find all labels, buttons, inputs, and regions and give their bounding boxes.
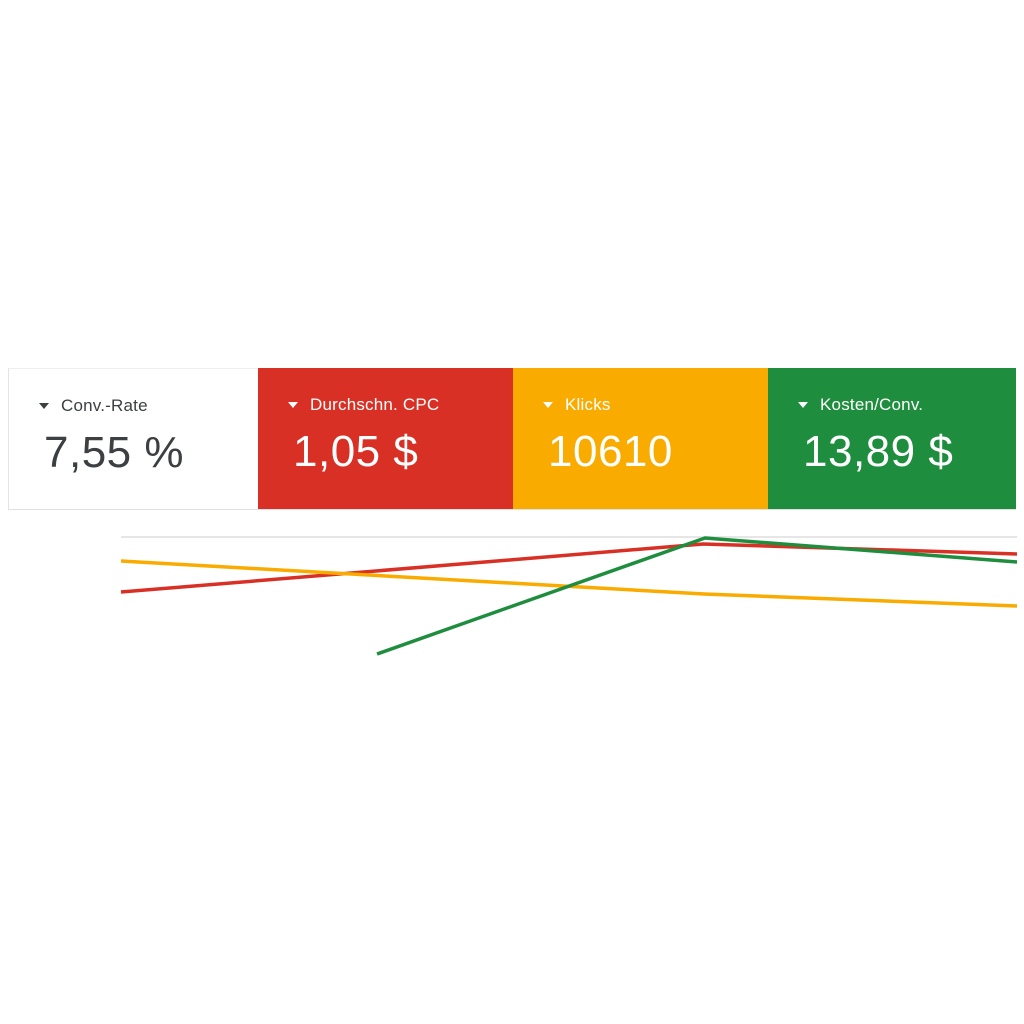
scorecard-value: 13,89 $: [803, 427, 954, 476]
chart-line-kosten-conv-: [376, 536, 1018, 656]
chart-line-durchschn-cpc: [120, 542, 1018, 594]
scorecard-label: Durchschn. CPC: [310, 395, 440, 414]
chart-line-klicks: [120, 559, 1018, 608]
scorecard-header: Conv.-Rate: [39, 396, 258, 416]
scorecard-value: 1,05 $: [293, 427, 419, 476]
scorecard-durchschn-cpc[interactable]: Durchschn. CPC 1,05 $: [258, 368, 513, 509]
scorecard-kosten-conv[interactable]: Kosten/Conv. 13,89 $: [768, 368, 1016, 509]
dropdown-arrow-icon: [39, 403, 49, 409]
scorecard-header: Durchschn. CPC: [288, 395, 513, 415]
scorecards-row: Conv.-Rate 7,55 % Durchschn. CPC 1,05 $ …: [8, 368, 1016, 509]
dropdown-arrow-icon: [798, 402, 808, 408]
dropdown-arrow-icon: [288, 402, 298, 408]
scorecard-label: Conv.-Rate: [61, 396, 148, 415]
scorecard-header: Klicks: [543, 395, 768, 415]
scorecard-conv-rate[interactable]: Conv.-Rate 7,55 %: [8, 368, 258, 509]
scorecard-klicks[interactable]: Klicks 10610: [513, 368, 768, 509]
scorecard-value: 10610: [548, 427, 673, 476]
dropdown-arrow-icon: [543, 402, 553, 408]
cards-divider: [8, 509, 1016, 510]
scorecard-label: Klicks: [565, 395, 611, 414]
scorecard-value: 7,55 %: [44, 428, 184, 477]
scorecard-header: Kosten/Conv.: [798, 395, 1016, 415]
scorecard-label: Kosten/Conv.: [820, 395, 924, 414]
